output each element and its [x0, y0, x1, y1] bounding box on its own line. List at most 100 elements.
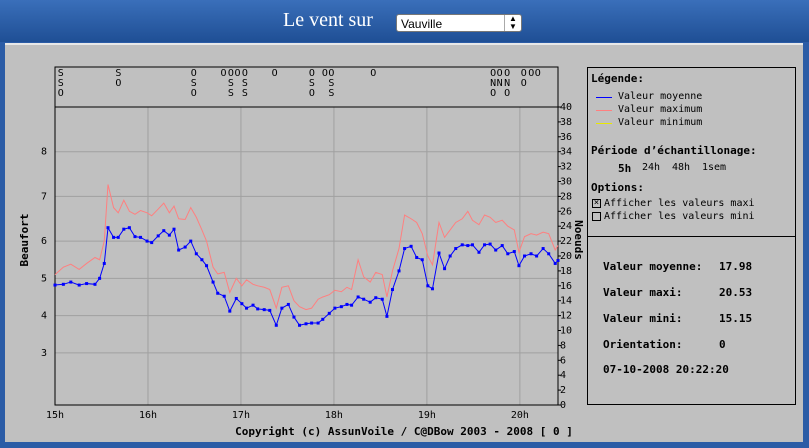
point — [280, 306, 284, 310]
direction-label: O — [535, 68, 541, 79]
legend-swatch — [596, 110, 612, 111]
station-select[interactable]: Vauville ▲ ▼ — [396, 14, 522, 32]
direction-label: O — [528, 68, 534, 79]
point — [262, 308, 266, 312]
point — [437, 251, 441, 255]
x-tick-label: 18h — [325, 410, 343, 421]
y-tick-label: 7 — [41, 191, 47, 202]
point — [529, 252, 533, 256]
period-title: Période d’échantillonage: — [591, 144, 757, 157]
point — [61, 282, 65, 286]
content-frame — [5, 43, 803, 442]
legend-entry: Valeur minimum — [618, 117, 703, 128]
point — [122, 227, 126, 231]
stat-value: 17.98 — [719, 260, 753, 273]
point — [409, 244, 413, 248]
series-line — [54, 184, 559, 311]
plot-frame — [54, 106, 559, 406]
point — [391, 288, 395, 292]
y-tick-label: 5 — [41, 273, 47, 284]
point — [470, 243, 474, 247]
point — [200, 258, 204, 262]
point — [102, 261, 106, 265]
legend-entry: Valeur maximum — [618, 104, 703, 115]
chart: Copyright (c) AssunVoile / C@DBow 2003 -… — [18, 66, 585, 438]
x-tick-label: 19h — [418, 410, 436, 421]
point — [304, 322, 308, 326]
y2-tick-label: 24 — [560, 221, 572, 232]
point — [156, 234, 160, 238]
point — [547, 252, 551, 256]
point — [298, 323, 302, 327]
y2-axis-label: Noeuds — [572, 220, 585, 260]
point — [274, 323, 278, 327]
point — [234, 296, 238, 300]
direction-strip — [54, 66, 559, 108]
point — [69, 280, 73, 284]
point — [133, 235, 137, 239]
checkbox[interactable] — [592, 212, 601, 221]
y2-tick-label: 6 — [560, 355, 566, 366]
point — [553, 261, 557, 265]
y2-tick-label: 28 — [560, 191, 572, 202]
checkbox[interactable]: × — [592, 198, 601, 208]
point — [321, 317, 325, 321]
point — [112, 235, 116, 239]
point — [430, 287, 434, 291]
point — [362, 297, 366, 301]
point — [477, 250, 481, 254]
point — [211, 280, 215, 284]
point — [139, 235, 143, 239]
legend-swatch — [596, 123, 612, 124]
y-tick-label: 3 — [41, 348, 47, 359]
point — [205, 264, 209, 268]
point — [454, 247, 458, 251]
point — [385, 314, 389, 318]
point — [494, 248, 498, 252]
point — [286, 302, 290, 306]
timestamp: 07-10-2008 20:22:20 — [603, 363, 729, 376]
point — [345, 302, 349, 306]
y2-tick-label: 18 — [560, 266, 572, 277]
period-link[interactable]: 24h — [642, 162, 661, 173]
point — [85, 282, 89, 286]
period-link[interactable]: 1sem — [702, 162, 727, 173]
point — [339, 305, 343, 309]
period-link[interactable]: 48h — [672, 162, 691, 173]
y2-tick-label: 34 — [560, 147, 572, 158]
point — [506, 252, 510, 256]
period-link[interactable]: 5h — [618, 162, 632, 175]
point — [541, 247, 545, 251]
y2-tick-label: 36 — [560, 132, 572, 143]
point — [177, 248, 181, 252]
point — [397, 269, 401, 273]
options-title: Options: — [591, 181, 644, 194]
y-axis-label: Beaufort — [18, 214, 31, 267]
point — [500, 244, 504, 248]
x-tick-label: 17h — [232, 410, 250, 421]
y2-tick-label: 20 — [560, 251, 572, 262]
point — [350, 303, 354, 307]
point — [268, 308, 272, 312]
point — [356, 295, 360, 299]
point — [189, 239, 193, 243]
point — [292, 315, 296, 319]
y-tick-label: 4 — [41, 311, 47, 322]
y2-tick-label: 32 — [560, 162, 572, 173]
y2-tick-label: 14 — [560, 296, 572, 307]
side-panel: Légende: Valeur moyenne Valeur maximum Val… — [587, 67, 796, 405]
point — [145, 239, 149, 243]
x-tick-label: 15h — [46, 410, 64, 421]
stat-label: Valeur maxi: — [603, 286, 683, 299]
point — [380, 297, 384, 301]
direction-label: O — [370, 68, 376, 79]
point — [77, 283, 81, 287]
stat-label: Valeur moyenne: — [603, 260, 703, 273]
y2-tick-label: 30 — [560, 177, 572, 188]
point — [150, 241, 154, 245]
point — [327, 311, 331, 315]
